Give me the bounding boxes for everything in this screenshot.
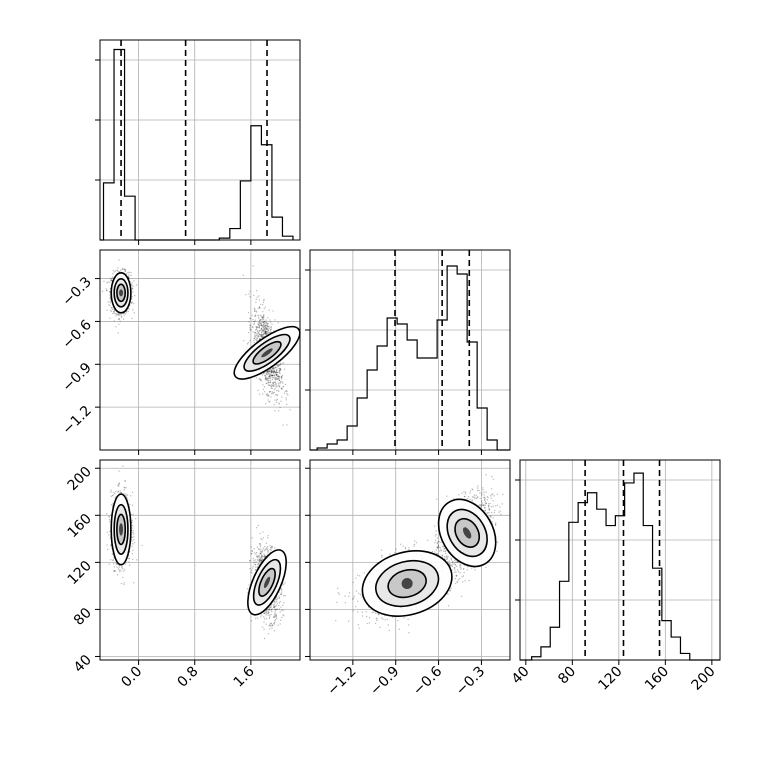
- scatter-p2-p1-xtick-label-2: −0.6: [410, 663, 445, 698]
- scatter-p2-p0-xtick-label-2: 1.6: [231, 663, 258, 690]
- scatter-p2-p0-ytick-label-3: 80: [71, 605, 95, 629]
- scatter-p2-p0-xtick-label-1: 0.8: [175, 664, 202, 691]
- hist-p2-xtick-label-3: 160: [642, 664, 672, 694]
- scatter-p1-p0-ytick-label-1: −0.6: [59, 317, 94, 352]
- hist-p0: [100, 40, 300, 240]
- scatter-p2-p0-ytick-label-4: 40: [71, 652, 95, 676]
- scatter-p2-p0-ytick-label-0: 200: [65, 464, 95, 494]
- hist-p2-bars: [520, 473, 720, 660]
- hist-p2-xtick-label-2: 120: [595, 664, 625, 694]
- scatter-p2-p1-xtick-label-1: −0.9: [367, 664, 402, 699]
- hist-p0-bars: [100, 50, 293, 240]
- scatter-p1-p0-ytick-label-0: −0.3: [59, 274, 94, 309]
- scatter-p1-p0-ytick-label-2: −0.9: [59, 360, 94, 395]
- scatter-p2-p0-contour-0-3: [119, 523, 123, 535]
- hist-p2-xtick-label-4: 200: [688, 664, 718, 694]
- scatter-p1-p0-contour-0-3: [119, 289, 123, 296]
- hist-p2-xtick-label-1: 80: [555, 664, 579, 688]
- hist-p2-xtick-label-0: 40: [509, 664, 533, 688]
- hist-p1: [310, 250, 510, 450]
- scatter-p2-p1-xtick-label-0: −1.2: [324, 664, 359, 699]
- scatter-p1-p0-ytick-label-3: −1.2: [59, 403, 94, 438]
- scatter-p2-p0-xtick-label-0: 0.0: [118, 664, 145, 691]
- scatter-p2-p0-ytick-label-1: 160: [65, 511, 95, 541]
- scatter-p2-p0-ytick-label-2: 120: [65, 558, 95, 588]
- hist-p1-bars: [310, 266, 510, 450]
- scatter-p2-p1-xtick-label-3: −0.3: [453, 664, 488, 699]
